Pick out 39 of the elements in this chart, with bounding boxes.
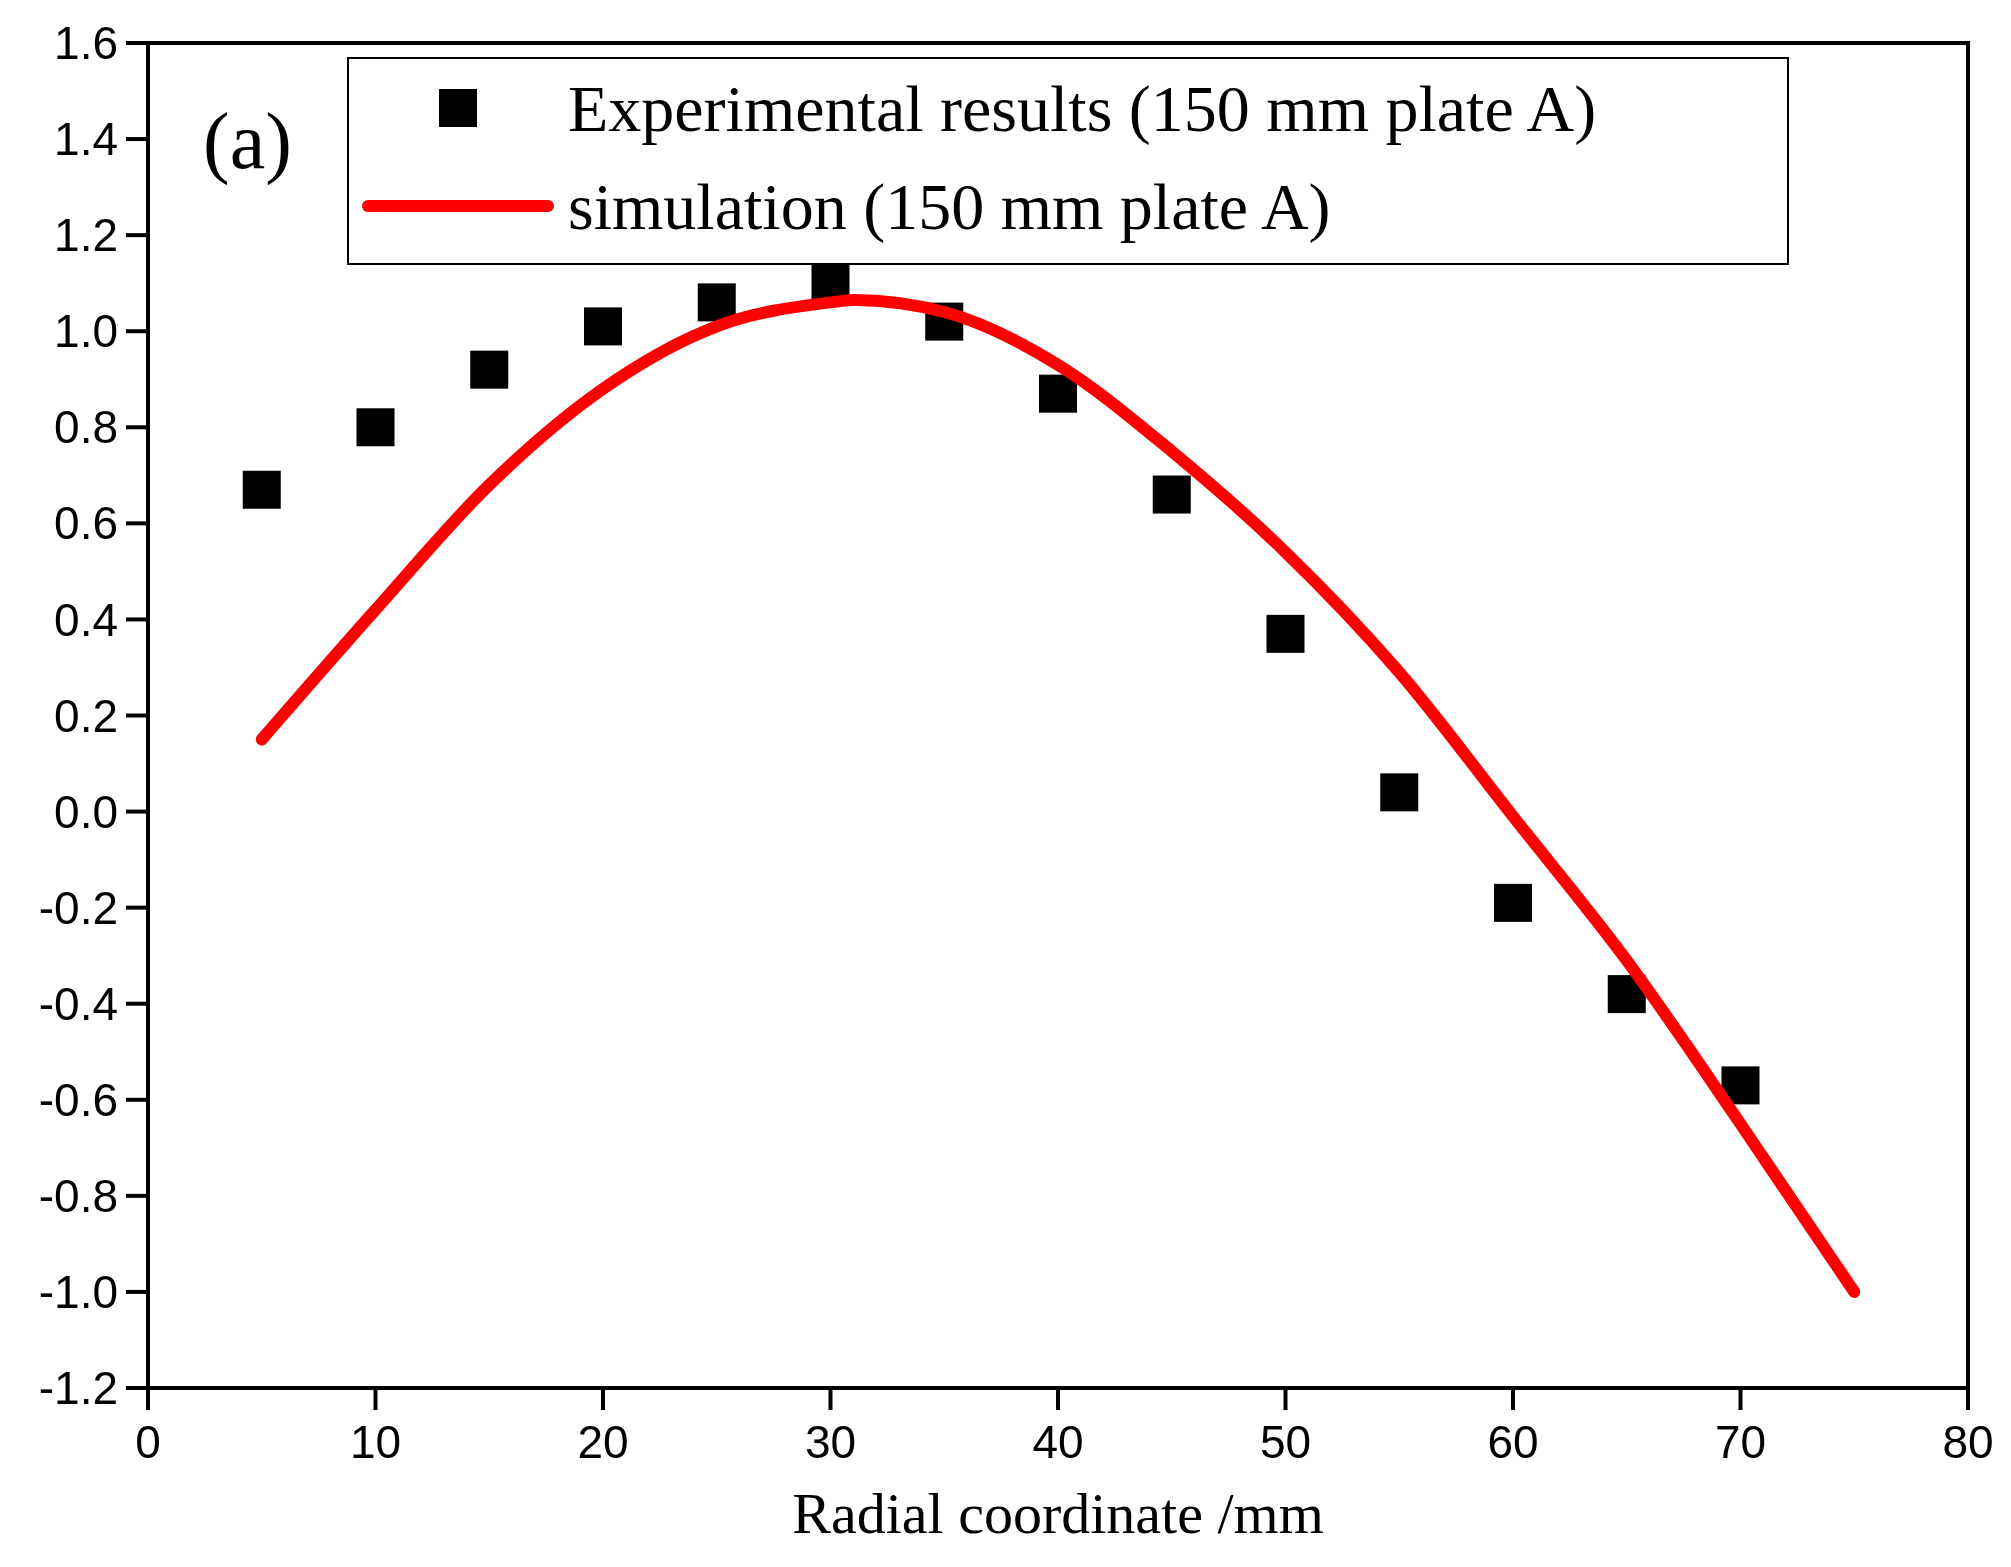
- legend-label: Experimental results (150 mm plate A): [568, 72, 1597, 147]
- y-tick-label: 0.6: [54, 497, 118, 550]
- point: [1152, 475, 1191, 514]
- y-tick-label: -0.8: [38, 1169, 118, 1222]
- annotation: (a): [203, 97, 292, 186]
- point: [584, 307, 622, 346]
- y-tick-label: 1.4: [54, 113, 118, 166]
- x-tick-label: 80: [1942, 1416, 1994, 1468]
- x-tick-label: 0: [135, 1416, 161, 1468]
- y-tick-label: 0.4: [54, 593, 118, 646]
- y-tick-label: 1.0: [54, 305, 118, 358]
- y-tick-label: -1.2: [38, 1362, 118, 1415]
- point: [470, 350, 509, 389]
- x-tick-label: 20: [577, 1416, 629, 1468]
- point: [697, 283, 736, 322]
- point: [1380, 773, 1419, 812]
- x-axis-title: Radial coordinate /mm: [792, 1481, 1324, 1546]
- y-tick-label: 0.2: [54, 689, 118, 742]
- y-tick-label: 0.8: [54, 401, 118, 454]
- y-tick-label: -0.6: [38, 1073, 118, 1126]
- y-tick-label: -1.0: [38, 1266, 118, 1319]
- point: [356, 408, 395, 447]
- x-tick-label: 60: [1487, 1416, 1539, 1468]
- x-tick-label: 40: [1032, 1416, 1084, 1468]
- x-tick-label: 70: [1714, 1416, 1767, 1468]
- y-tick-label: -0.4: [38, 977, 118, 1030]
- point: [1494, 883, 1532, 922]
- x-tick-label: 30: [804, 1416, 857, 1468]
- point: [1039, 374, 1077, 413]
- point: [242, 470, 281, 509]
- legend-label: simulation (150 mm plate A): [568, 170, 1331, 245]
- x-tick-label: 50: [1259, 1416, 1312, 1468]
- y-tick-label: -0.2: [38, 881, 118, 934]
- point: [1266, 614, 1305, 653]
- y-tick-label: 1.6: [54, 17, 118, 70]
- y-tick-label: 0.0: [54, 785, 118, 838]
- x-tick-label: 10: [349, 1416, 402, 1468]
- y-tick-label: 1.2: [54, 209, 118, 262]
- point: [1721, 1066, 1760, 1105]
